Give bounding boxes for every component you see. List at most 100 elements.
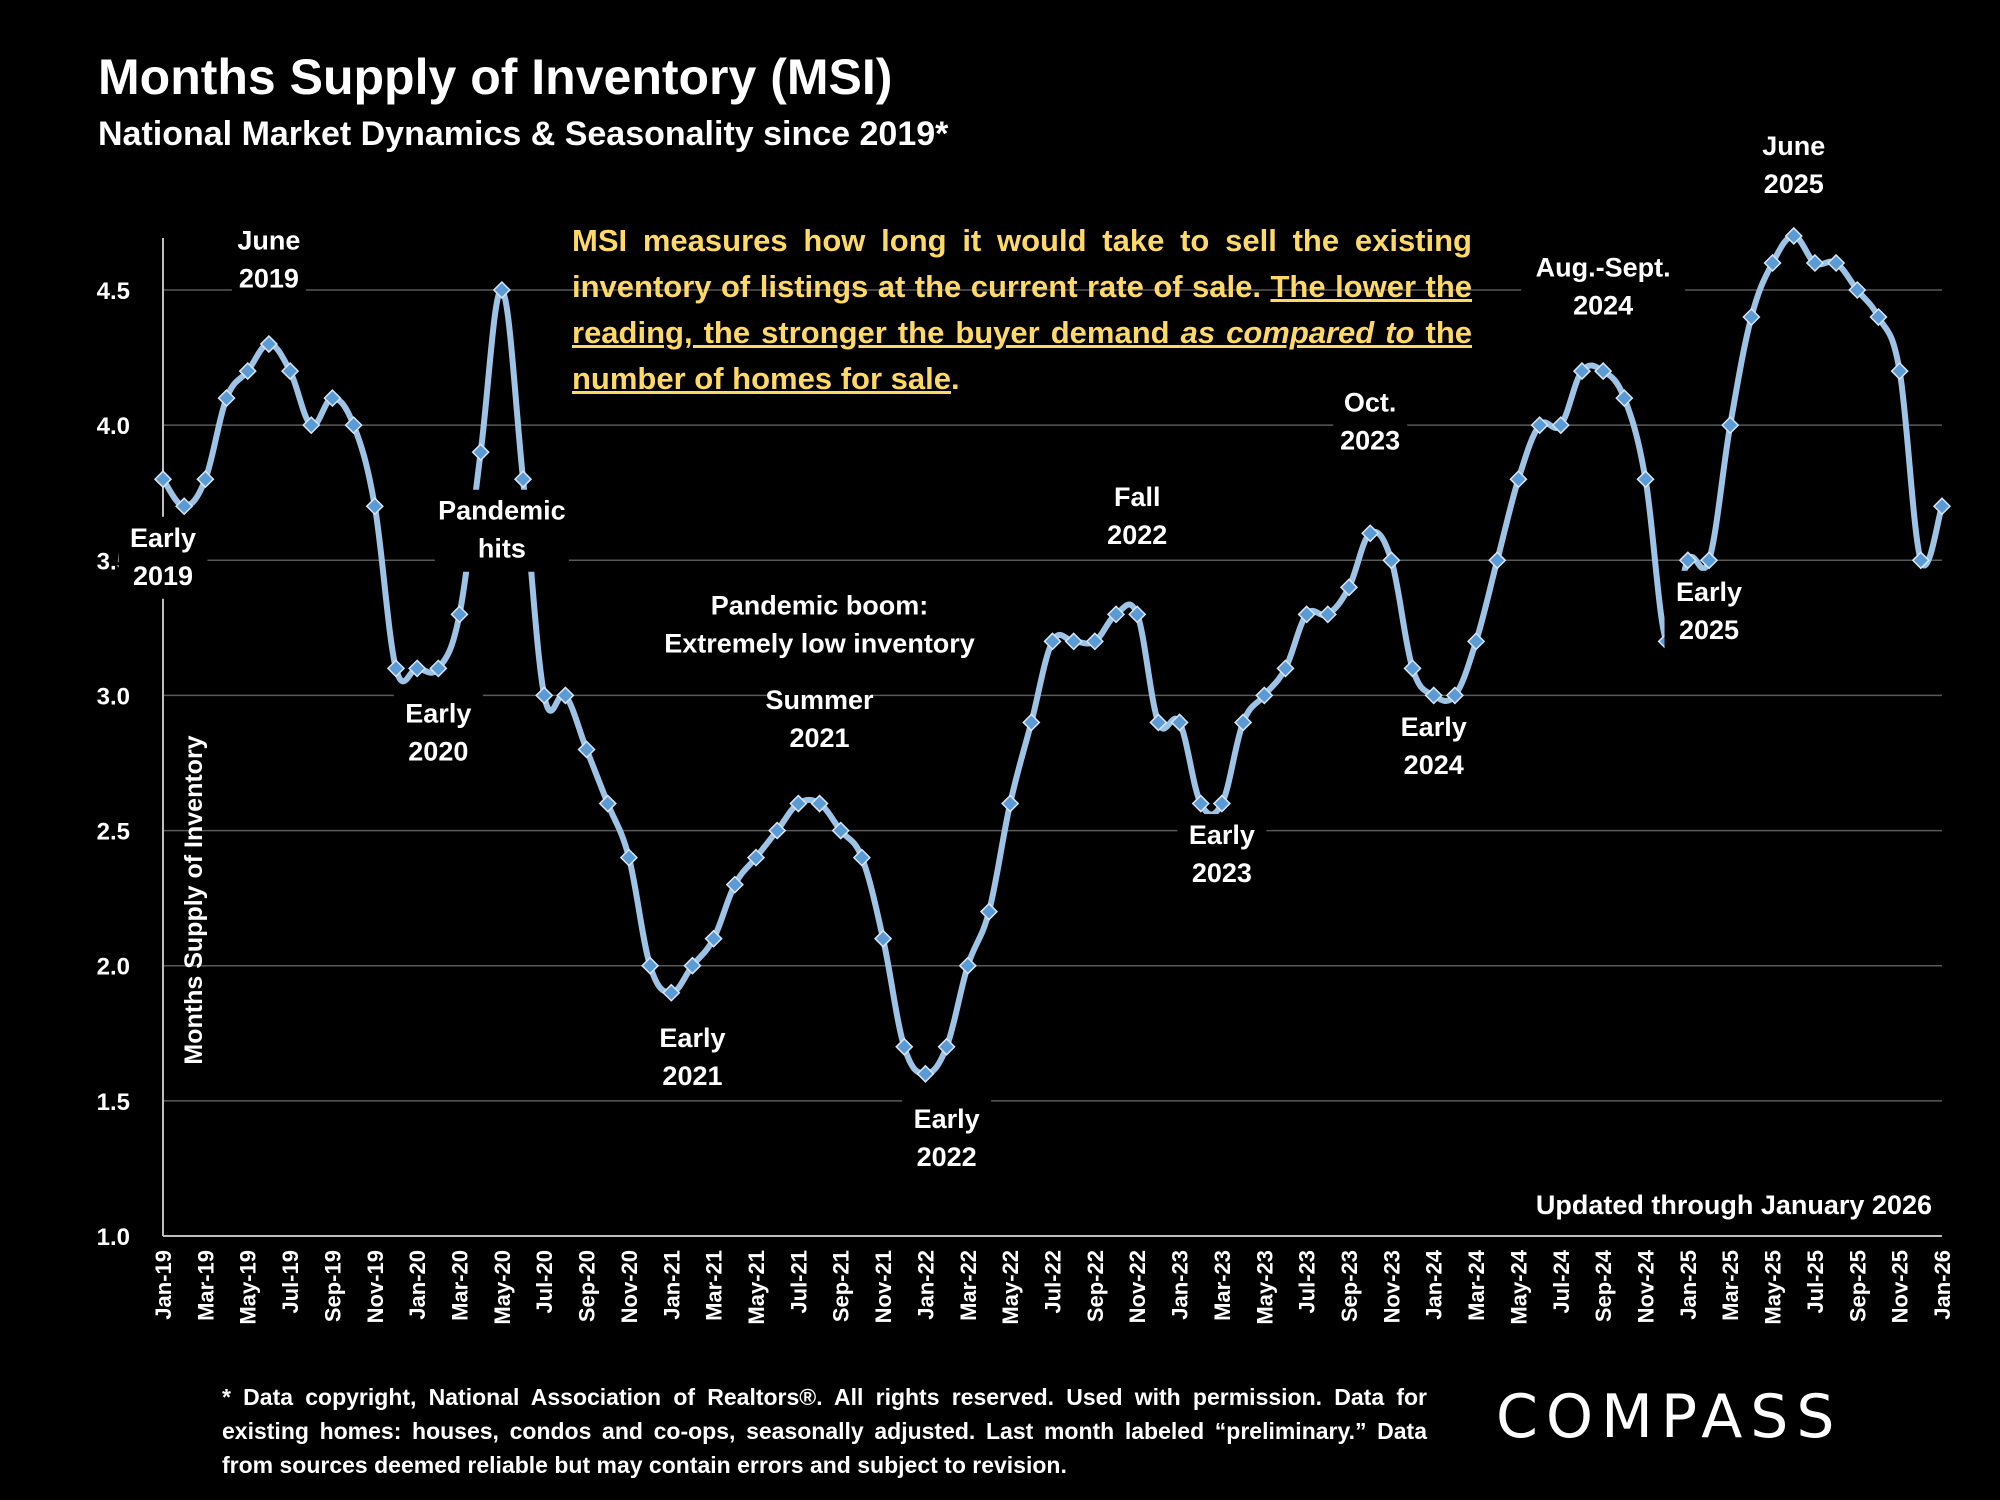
annotation-label: 2022 — [917, 1142, 977, 1172]
x-tick-label: Jul-20 — [532, 1250, 557, 1314]
x-tick-label: May-23 — [1252, 1250, 1277, 1325]
chart-annotations: Early 2019 June 2019 Early 2020 Pandemic hits Pa… — [118, 124, 1831, 1180]
data-point — [1297, 605, 1316, 624]
data-point — [429, 659, 448, 678]
annotation-label: 2019 — [133, 561, 193, 591]
data-point — [1043, 632, 1062, 651]
compass-logo: COMPASS — [1496, 1382, 1843, 1452]
x-tick-label: Nov-23 — [1379, 1250, 1404, 1323]
annotation-label: Early — [1189, 820, 1255, 850]
data-point — [916, 1064, 935, 1083]
axes — [162, 238, 1942, 1237]
page-title: Months Supply of Inventory (MSI) — [98, 49, 893, 105]
x-tick-label: Mar-19 — [193, 1250, 218, 1321]
y-tick-label: 4.5 — [97, 278, 130, 305]
data-point — [1064, 632, 1083, 651]
data-point — [196, 470, 215, 489]
data-point — [662, 983, 681, 1002]
annotation-label: Summer — [766, 685, 875, 715]
data-point — [386, 659, 406, 678]
annotation-label: Pandemic — [438, 496, 566, 526]
data-point — [513, 470, 533, 489]
annotation-label: 2025 — [1764, 169, 1824, 199]
annotation-label: hits — [478, 534, 526, 564]
annotation-label: Early — [1676, 577, 1742, 607]
x-tick-label: Mar-23 — [1210, 1250, 1235, 1321]
x-tick-label: Jan-19 — [151, 1250, 176, 1320]
x-tick-label: Jul-23 — [1295, 1250, 1320, 1314]
data-point — [641, 956, 660, 975]
annotation-label: 2023 — [1192, 858, 1252, 888]
data-point — [874, 929, 893, 948]
data-point — [1001, 794, 1020, 813]
data-point — [598, 794, 617, 813]
data-point — [1848, 280, 1867, 300]
desc-part3: as compared to — [1180, 315, 1415, 350]
annotation-label: Fall — [1114, 482, 1161, 512]
data-point — [1339, 578, 1359, 597]
x-tick-label: Jan-22 — [913, 1250, 938, 1320]
x-tick-label: May-22 — [998, 1250, 1023, 1325]
annotation-label: Extremely low inventory — [664, 628, 975, 658]
annotation-label: 2022 — [1107, 520, 1167, 550]
data-point — [1805, 253, 1824, 273]
data-point — [153, 470, 173, 489]
annotation-label: 2020 — [408, 736, 468, 766]
x-tick-label: May-24 — [1506, 1249, 1531, 1324]
x-tick-label: Mar-21 — [702, 1250, 727, 1321]
data-point — [1572, 362, 1592, 381]
x-tick-label: May-20 — [490, 1250, 515, 1325]
x-tick-label: Nov-21 — [871, 1250, 896, 1323]
data-point — [1742, 307, 1761, 327]
annotation-background — [1664, 570, 1754, 653]
annotation-label: Oct. — [1344, 388, 1397, 418]
data-point — [768, 821, 787, 840]
annotation-label: Aug.-Sept. — [1536, 252, 1671, 282]
annotation-background — [1389, 705, 1479, 788]
annotation-background — [647, 1016, 737, 1099]
x-tick-label: Jul-19 — [278, 1250, 303, 1314]
annotation-label: Early — [405, 698, 471, 728]
x-tick-label: Nov-25 — [1888, 1250, 1913, 1323]
annotation-label: Early — [1401, 712, 1467, 742]
x-tick-label: Nov-24 — [1634, 1249, 1659, 1323]
data-point — [746, 848, 766, 867]
annotation-background — [767, 678, 872, 761]
x-tick-label: May-19 — [236, 1250, 261, 1325]
data-point — [1255, 686, 1274, 705]
data-point — [1678, 551, 1697, 570]
annotation-label: 2025 — [1679, 615, 1739, 645]
updated-note: Updated through January 2026 — [1535, 1190, 1932, 1220]
data-point — [1276, 659, 1295, 678]
data-point — [1424, 686, 1443, 705]
x-tick-label: Sep-22 — [1083, 1250, 1108, 1322]
annotation-label: Early — [659, 1023, 725, 1053]
annotation-background — [1756, 124, 1831, 207]
annotation-label: Pandemic boom: — [711, 590, 929, 620]
data-point — [958, 956, 977, 975]
data-point — [1763, 253, 1782, 273]
data-point — [1890, 362, 1909, 381]
y-tick-label: 1.5 — [97, 1089, 130, 1116]
data-point — [1318, 605, 1337, 624]
data-point — [1106, 605, 1126, 624]
x-tick-label: May-25 — [1761, 1250, 1786, 1325]
annotation-label: 2023 — [1340, 426, 1400, 456]
x-tick-label: Mar-22 — [956, 1250, 981, 1321]
data-point — [365, 497, 384, 516]
desc-part2: The lower the reading, the stronger the … — [572, 269, 1473, 350]
annotation-background — [434, 489, 569, 572]
desc-part5: . — [950, 361, 960, 396]
y-tick-label: 2.5 — [97, 819, 130, 846]
annotation-label: Early — [914, 1104, 980, 1134]
annotation-background — [231, 219, 306, 302]
desc-part1: MSI measures how long it would take to s… — [572, 223, 1472, 304]
data-point — [1784, 226, 1803, 246]
x-tick-label: Jan-20 — [405, 1250, 430, 1320]
x-tick-label: Sep-19 — [320, 1250, 345, 1322]
data-point — [704, 929, 723, 948]
data-point — [1361, 524, 1380, 543]
data-point — [238, 362, 257, 381]
annotation-background — [1521, 246, 1686, 329]
page-subtitle: National Market Dynamics & Seasonality s… — [98, 115, 949, 153]
